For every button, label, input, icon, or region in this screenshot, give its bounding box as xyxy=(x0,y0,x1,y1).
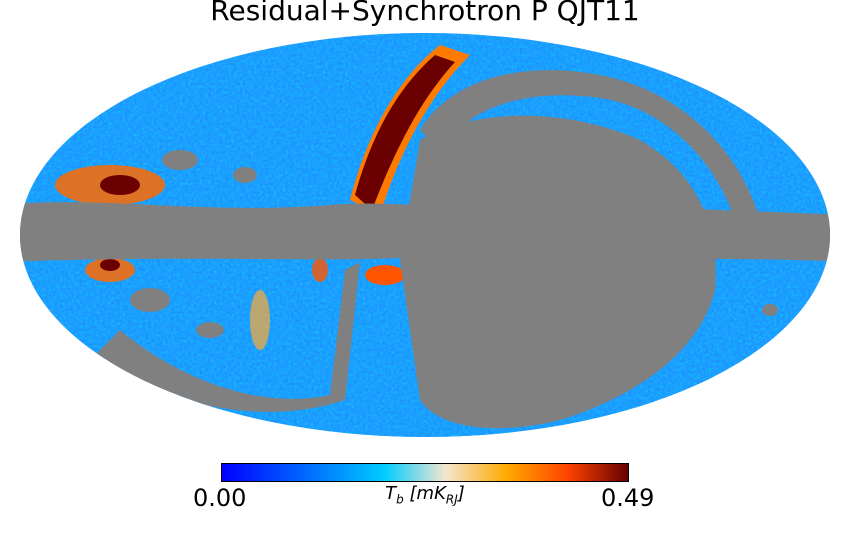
mask-region xyxy=(20,70,830,429)
colorbar-max-label: 0.49 xyxy=(601,484,655,512)
colorbar-unit-label: Tb [mKRJ] xyxy=(0,483,850,507)
colorbar-min-label: 0.00 xyxy=(193,484,247,512)
map-disk xyxy=(20,33,830,437)
colorbar xyxy=(221,463,629,482)
map-title: Residual+Synchrotron P QJT11 xyxy=(210,0,640,27)
unit-text: Tb [mKRJ] xyxy=(385,483,465,507)
sky-map xyxy=(20,33,830,437)
